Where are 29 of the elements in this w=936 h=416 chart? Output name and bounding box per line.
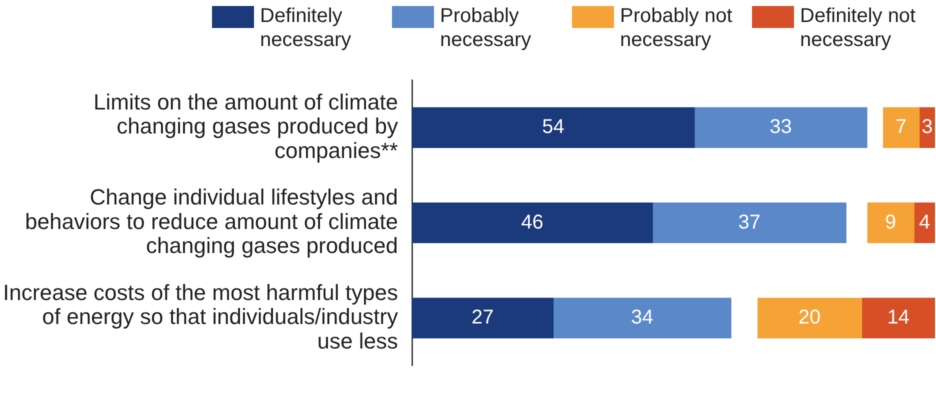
data-label: 34 bbox=[630, 306, 654, 329]
data-label: 33 bbox=[770, 116, 792, 138]
y-tick-label: Increase costs of the most harmful types of energy so that individuals/industry use less bbox=[3, 280, 398, 354]
bar bbox=[652, 202, 846, 244]
data-label: 14 bbox=[887, 306, 910, 329]
legend-label: Definitely not necessary bbox=[800, 4, 917, 52]
bar bbox=[861, 298, 935, 338]
y-tick-label: Limits on the amount of climate changing gases produced by companies** bbox=[94, 89, 398, 163]
legend-label: Definitely necessary bbox=[260, 4, 352, 52]
bar bbox=[866, 202, 914, 244]
bar bbox=[412, 298, 554, 338]
legend-label: Probably not necessary bbox=[620, 4, 734, 52]
bar bbox=[412, 107, 695, 148]
bar bbox=[694, 107, 868, 148]
data-label: 3 bbox=[922, 116, 933, 138]
data-label: 9 bbox=[884, 211, 896, 234]
bar bbox=[882, 107, 920, 148]
data-label: 27 bbox=[471, 306, 494, 329]
data-label: 7 bbox=[895, 116, 907, 138]
data-label: 4 bbox=[918, 211, 930, 234]
y-tick-label: Change individual lifestyles and behaviors to reduce amount of climate changing gases produced bbox=[25, 184, 398, 258]
data-label: 46 bbox=[521, 211, 544, 234]
bar bbox=[412, 202, 653, 244]
legend-label: Probably necessary bbox=[440, 4, 532, 52]
bar bbox=[552, 298, 732, 338]
data-label: 20 bbox=[798, 306, 821, 329]
data-label: 54 bbox=[542, 116, 564, 138]
data-label: 37 bbox=[738, 211, 760, 234]
bar bbox=[756, 298, 862, 338]
